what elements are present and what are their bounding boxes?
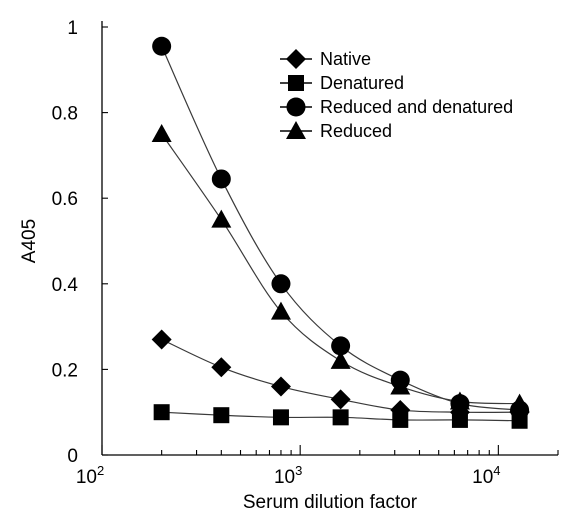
data-point-reduced [211, 209, 232, 228]
data-point-reduced [330, 350, 351, 369]
data-point-reduced-and-denatured [271, 274, 291, 294]
x-tick-label: 102 [76, 463, 104, 488]
y-tick-label: 0.2 [52, 360, 78, 381]
legend-label-native: Native [320, 49, 371, 69]
legend-label-reduced-and-denatured: Reduced and denatured [320, 97, 513, 117]
data-point-denatured [332, 409, 349, 426]
legend-marker-denatured [288, 75, 304, 91]
axes: 0 0.2 0.4 0.6 0.8 1 102 103 104 [52, 18, 559, 488]
data-point-reduced-and-denatured [331, 336, 351, 356]
legend-marker-reduced [286, 121, 306, 139]
data-point-denatured [153, 404, 170, 421]
y-tick-label: 0.6 [52, 189, 78, 210]
data-point-native [270, 376, 291, 397]
data-point-reduced-and-denatured [152, 36, 172, 56]
legend-marker-native [286, 49, 306, 69]
data-point-native [211, 357, 232, 378]
y-tick-label: 0 [67, 446, 78, 467]
data-point-native [330, 389, 351, 410]
data-point-denatured [213, 407, 230, 424]
series-markers [151, 36, 530, 429]
data-point-reduced [151, 124, 172, 142]
legend-label-reduced: Reduced [320, 121, 392, 141]
y-tick-label: 0.8 [52, 104, 78, 125]
x-tick-label: 103 [274, 463, 302, 488]
y-tick-label: 1 [67, 18, 78, 39]
y-tick-label: 0.4 [52, 275, 79, 296]
data-point-reduced [509, 393, 530, 412]
x-tick-label: 104 [472, 463, 500, 488]
data-point-native [151, 329, 172, 350]
data-point-reduced [270, 301, 291, 320]
data-point-reduced [449, 391, 470, 410]
data-point-reduced [390, 376, 411, 395]
y-axis-title: A405 [19, 219, 40, 263]
data-point-reduced-and-denatured [211, 169, 231, 189]
data-point-denatured [392, 411, 409, 428]
legend: Native Denatured Reduced and denatured Redu… [280, 49, 513, 141]
x-axis-title: Serum dilution factor [243, 492, 418, 513]
legend-marker-reduced-and-denatured [286, 97, 306, 117]
data-point-denatured [272, 409, 289, 426]
data-point-denatured [451, 411, 468, 428]
legend-label-denatured: Denatured [320, 73, 404, 93]
